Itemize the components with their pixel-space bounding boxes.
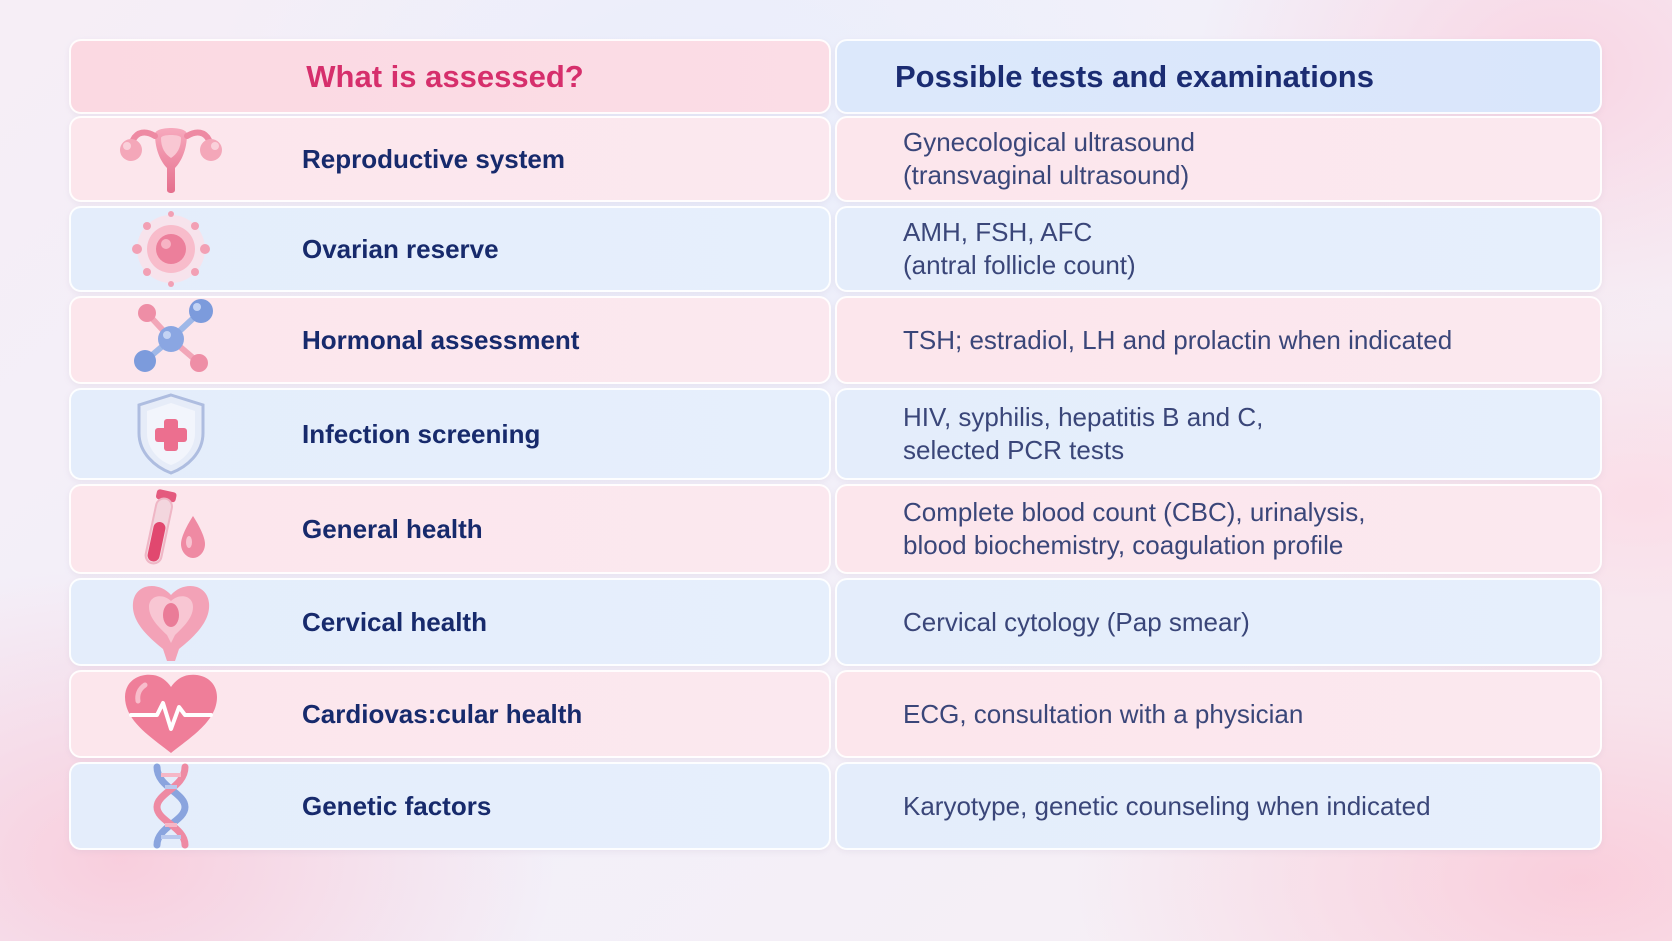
row-label: Cervical health: [302, 606, 487, 637]
assessment-table: What is assessed? Possible tests and exa…: [69, 39, 1602, 854]
header-tests-text: Possible tests and examinations: [895, 58, 1374, 94]
row-label-cell: Infection screening: [69, 388, 831, 480]
heart-pulse-icon: [111, 671, 231, 757]
row-label: General health: [302, 513, 483, 544]
row-desc-cell: Gynecological ultrasound (transvaginal u…: [835, 116, 1602, 202]
header-tests: Possible tests and examinations: [835, 39, 1602, 114]
row-label-cell: Reproductive system: [69, 116, 831, 202]
row-label: Ovarian reserve: [302, 233, 499, 264]
row-desc: Complete blood count (CBC), urinalysis, …: [903, 496, 1365, 562]
row-desc-line: Cervical cytology (Pap smear): [903, 606, 1250, 637]
header-assessed: What is assessed?: [69, 39, 831, 114]
row-desc: Cervical cytology (Pap smear): [903, 606, 1250, 639]
uterus-icon: [111, 116, 231, 202]
row-desc: ECG, consultation with a physician: [903, 698, 1303, 731]
row-desc: AMH, FSH, AFC (antral follicle count): [903, 216, 1136, 282]
row-desc: Karyotype, genetic counseling when indic…: [903, 790, 1431, 823]
cervix-icon: [111, 579, 231, 665]
row-desc-line: selected PCR tests: [903, 435, 1125, 465]
row-label: Infection screening: [302, 418, 541, 449]
row-desc-line: Karyotype, genetic counseling when indic…: [903, 790, 1431, 821]
row-desc-cell: Complete blood count (CBC), urinalysis, …: [835, 484, 1602, 574]
row-label-cell: Genetic factors: [69, 762, 831, 850]
row-desc-line: ECG, consultation with a physician: [903, 698, 1304, 729]
row-desc-line: AMH, FSH, AFC: [903, 217, 1093, 247]
row-label-cell: Hormonal assessment: [69, 296, 831, 384]
row-desc-line: TSH; estradiol, LH and prolactin when in…: [903, 324, 1453, 355]
header-assessed-text: What is assessed?: [306, 58, 584, 94]
row-desc-line: Gynecological ultrasound: [903, 127, 1195, 157]
row-desc-cell: Karyotype, genetic counseling when indic…: [835, 762, 1602, 850]
row-label-cell: Cardiovas:cular health: [69, 670, 831, 758]
row-label-cell: Cervical health: [69, 578, 831, 666]
row-desc-cell: AMH, FSH, AFC (antral follicle count): [835, 206, 1602, 292]
row-desc-cell: HIV, syphilis, hepatitis B and C, select…: [835, 388, 1602, 480]
row-desc: Gynecological ultrasound (transvaginal u…: [903, 126, 1195, 192]
row-label-cell: General health: [69, 484, 831, 574]
row-desc: TSH; estradiol, LH and prolactin when in…: [903, 324, 1452, 357]
row-desc-line: HIV, syphilis, hepatitis B and C,: [903, 402, 1264, 432]
row-label: Genetic factors: [302, 790, 492, 821]
row-desc-line: Complete blood count (CBC), urinalysis,: [903, 497, 1366, 527]
egg-cell-icon: [111, 206, 231, 292]
row-label-cell: Ovarian reserve: [69, 206, 831, 292]
row-label: Hormonal assessment: [302, 324, 580, 355]
shield-cross-icon: [111, 391, 231, 477]
dna-icon: [111, 763, 231, 849]
row-desc-cell: ECG, consultation with a physician: [835, 670, 1602, 758]
row-desc: HIV, syphilis, hepatitis B and C, select…: [903, 401, 1263, 467]
row-desc-cell: TSH; estradiol, LH and prolactin when in…: [835, 296, 1602, 384]
molecule-icon: [111, 297, 231, 383]
row-desc-cell: Cervical cytology (Pap smear): [835, 578, 1602, 666]
row-label: Cardiovas:cular health: [302, 698, 583, 729]
row-desc-line: blood biochemistry, coagulation profile: [903, 530, 1344, 560]
row-desc-line: (antral follicle count): [903, 250, 1136, 280]
blood-tube-icon: [111, 486, 231, 572]
row-desc-line: (transvaginal ultrasound): [903, 160, 1190, 190]
row-label: Reproductive system: [302, 143, 565, 174]
